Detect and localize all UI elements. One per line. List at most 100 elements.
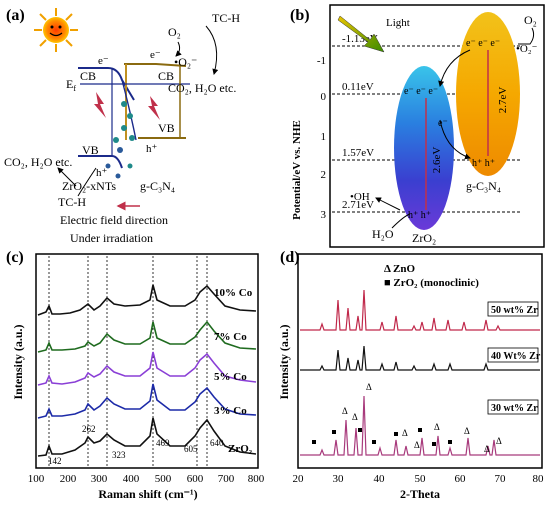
zro2-marker [432,442,436,446]
zro2-marker [394,432,398,436]
oh-radical-label: •OH [350,191,370,203]
y-axis-label-c: Intensity (a.u.) [11,324,25,399]
band-diagram [78,63,190,169]
vb-right-label: VB [158,121,175,135]
zro2-gap-label: 2.6eV [431,147,443,174]
zno-marker: Δ [484,444,490,454]
cb-right-label: CB [158,69,174,83]
raman-trace-zro2 [37,417,257,457]
panel-c-frame [35,253,259,469]
series-labels-c: 10% Co 7% Co 5% Co 3% Co ZrO₂ [214,287,253,455]
h-left-label: h⁺ [96,167,108,179]
raman-trace-3co [37,383,257,419]
vb-left-label: VB [82,143,99,157]
zro2-marker [418,428,422,432]
hole-transfer-arrow [439,119,471,160]
oh-arrow [375,197,401,211]
x-ticks-c: 100 200 300 400 500 600 700 800 [28,473,265,485]
peak-label: 605 [184,444,198,454]
zro2-marker [448,440,452,444]
o2-radical-label-b: •O₂⁻ [516,43,538,55]
series-box [487,301,539,317]
legend-zro2: ■ ZrO₂ (monoclinic) [384,277,479,289]
x-tick: 800 [248,473,265,485]
panel-c: (c) Intensity (a.u.) Raman shift (cm⁻¹) … [6,249,265,501]
lightning-icon [94,92,160,120]
x-tick: 400 [123,473,140,485]
raman-trace-5co [37,351,257,386]
zno-marker: Δ [496,436,502,446]
tch-left-arrow [57,167,77,187]
panel-b-label: (b) [290,7,310,24]
tch-bottom-label: TC-H [58,195,86,209]
peak-label: 142 [48,456,62,466]
xrd-trace-40zr [300,345,540,371]
sun-icon [34,8,78,52]
zro2-marker [358,428,362,432]
zno-marker: Δ [342,406,348,416]
fermi-level-label: Ef [66,77,76,93]
peak-label: 640 [210,438,224,448]
peak-label: 323 [112,450,126,460]
peak-label: 262 [82,424,96,434]
gc3n4-label-a: g-C₃N₄ [140,179,175,193]
x-tick: 500 [155,473,172,485]
x-ticks-d: 20 30 40 50 60 70 80 [293,473,545,485]
light-arrow-icon [337,15,385,53]
tch-oxidation-arrow [205,25,219,75]
charge-particles [105,101,135,179]
electron-left-label: e⁻ [98,55,109,67]
x-tick: 600 [187,473,204,485]
x-tick: 700 [218,473,235,485]
series-labels-d: 50 wt% Zr 40 Wt% Zr 30 wt% Zr [487,301,541,415]
electron-transfer-label: e⁻ [438,118,448,129]
xrd-traces [300,289,540,456]
x-tick: 40 [374,473,386,485]
gc3n4-holes: h⁺ h⁺ [472,158,495,169]
panel-a: (a) [4,7,240,245]
x-tick: 100 [28,473,45,485]
zno-marker: Δ [402,428,408,438]
peak-guides [48,256,208,466]
zro2-holes: h⁺ h⁺ [408,210,431,221]
zro2-electrons: e⁻ e⁻ e⁻ [404,86,438,97]
y-axis-label-d: Intensity (a.u.) [277,324,291,399]
series-label: 5% Co [214,371,247,383]
fermi-sub: f [73,84,76,93]
x-tick: 300 [91,473,108,485]
x-tick: 80 [533,473,545,485]
panel-d: (d) Intensity (a.u.) 2-Theta 20 30 40 50… [277,249,544,501]
panel-a-label: (a) [6,7,25,24]
irradiation-label: Under irradiation [70,231,153,245]
peak-label: 469 [156,438,170,448]
o2-arrow [175,41,182,57]
zno-marker: Δ [414,440,420,450]
x-tick: 50 [415,473,427,485]
level-label: 0.11eV [342,81,374,93]
y-tick: 1 [321,131,327,143]
electron-transfer-arrow [438,49,471,87]
x-tick: 70 [495,473,507,485]
raman-trace-7co [37,320,257,353]
fermi-e: E [66,77,73,91]
series-label: ZrO₂ [228,443,253,455]
panel-c-label: (c) [6,249,24,266]
gc3n4-gap-label: 2.7eV [497,87,509,114]
zro2-marker [332,430,336,434]
series-label: 3% Co [214,405,247,417]
water-oxidation-arrow [391,213,411,229]
x-tick: 20 [293,473,305,485]
zno-marker: Δ [434,422,440,432]
series-label: 10% Co [214,287,253,299]
zno-marker: Δ [352,412,358,422]
h-right-label: h⁺ [146,143,158,155]
x-tick: 60 [455,473,467,485]
series-label: 30 wt% Zr [491,403,538,414]
panel-b-frame [329,4,545,248]
series-label: 50 wt% Zr [491,305,538,316]
peak-labels-c: 142 262 323 469 605 640 [48,424,224,466]
o2-reduction-arrow [518,27,535,45]
xrd-trace-30zr [300,395,540,456]
raman-traces [37,284,257,457]
